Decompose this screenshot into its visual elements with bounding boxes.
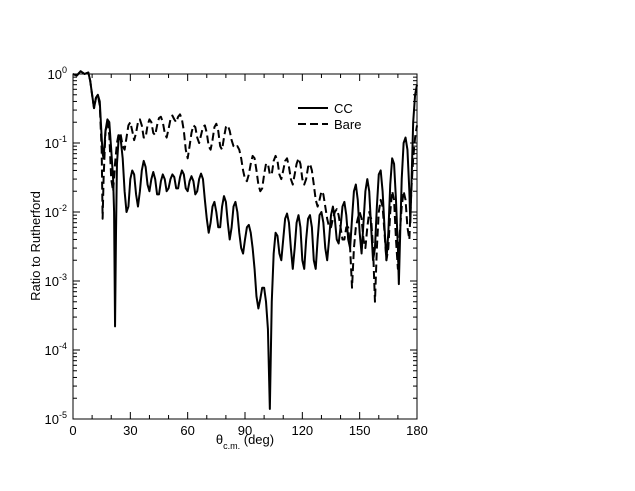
- x-axis-title: θc.m. (deg): [216, 432, 274, 451]
- y-tick-label: 10-3: [45, 272, 67, 289]
- y-tick-label: 10-5: [45, 410, 67, 427]
- x-tick-label: 0: [69, 423, 76, 438]
- legend-label-bare: Bare: [334, 117, 361, 132]
- series-layer: [72, 70, 418, 410]
- legend-label-cc: CC: [334, 101, 353, 116]
- y-tick-label-exponent: -2: [59, 203, 67, 213]
- y-tick-label-exponent: 0: [62, 65, 67, 75]
- y-tick-label: 100: [48, 65, 67, 82]
- y-tick-label-base: 10: [45, 274, 59, 289]
- y-tick-label-exponent: -1: [59, 134, 67, 144]
- x-tick-label: 180: [406, 423, 428, 438]
- x-tick-label: 90: [238, 423, 252, 438]
- y-tick-label-base: 10: [45, 136, 59, 151]
- y-tick-label: 10-1: [45, 134, 67, 151]
- series-line-bare: [72, 70, 418, 303]
- x-axis-ticks: 0 30 60 90 120 150 180: [69, 74, 428, 438]
- y-tick-label-exponent: -5: [59, 410, 67, 420]
- y-tick-label-base: 10: [45, 205, 59, 220]
- x-axis-title-subscript: c.m.: [223, 441, 240, 451]
- x-axis-title-symbol: θ: [216, 432, 223, 447]
- x-tick-label: 30: [123, 423, 137, 438]
- y-tick-label-base: 10: [45, 412, 59, 427]
- x-tick-label: 150: [349, 423, 371, 438]
- y-tick-label: 10-4: [45, 341, 67, 358]
- series-line-cc: [72, 70, 418, 410]
- y-tick-label-base: 10: [48, 67, 62, 82]
- y-tick-label-base: 10: [45, 343, 59, 358]
- legend: CC Bare: [298, 101, 361, 132]
- y-tick-label: 10-2: [45, 203, 67, 220]
- x-tick-label: 120: [291, 423, 313, 438]
- y-axis-title: Ratio to Rutherford: [28, 191, 43, 301]
- y-tick-label-exponent: -3: [59, 272, 67, 282]
- x-axis-title-unit: (deg): [240, 432, 274, 447]
- x-tick-label: 60: [180, 423, 194, 438]
- y-tick-label-exponent: -4: [59, 341, 67, 351]
